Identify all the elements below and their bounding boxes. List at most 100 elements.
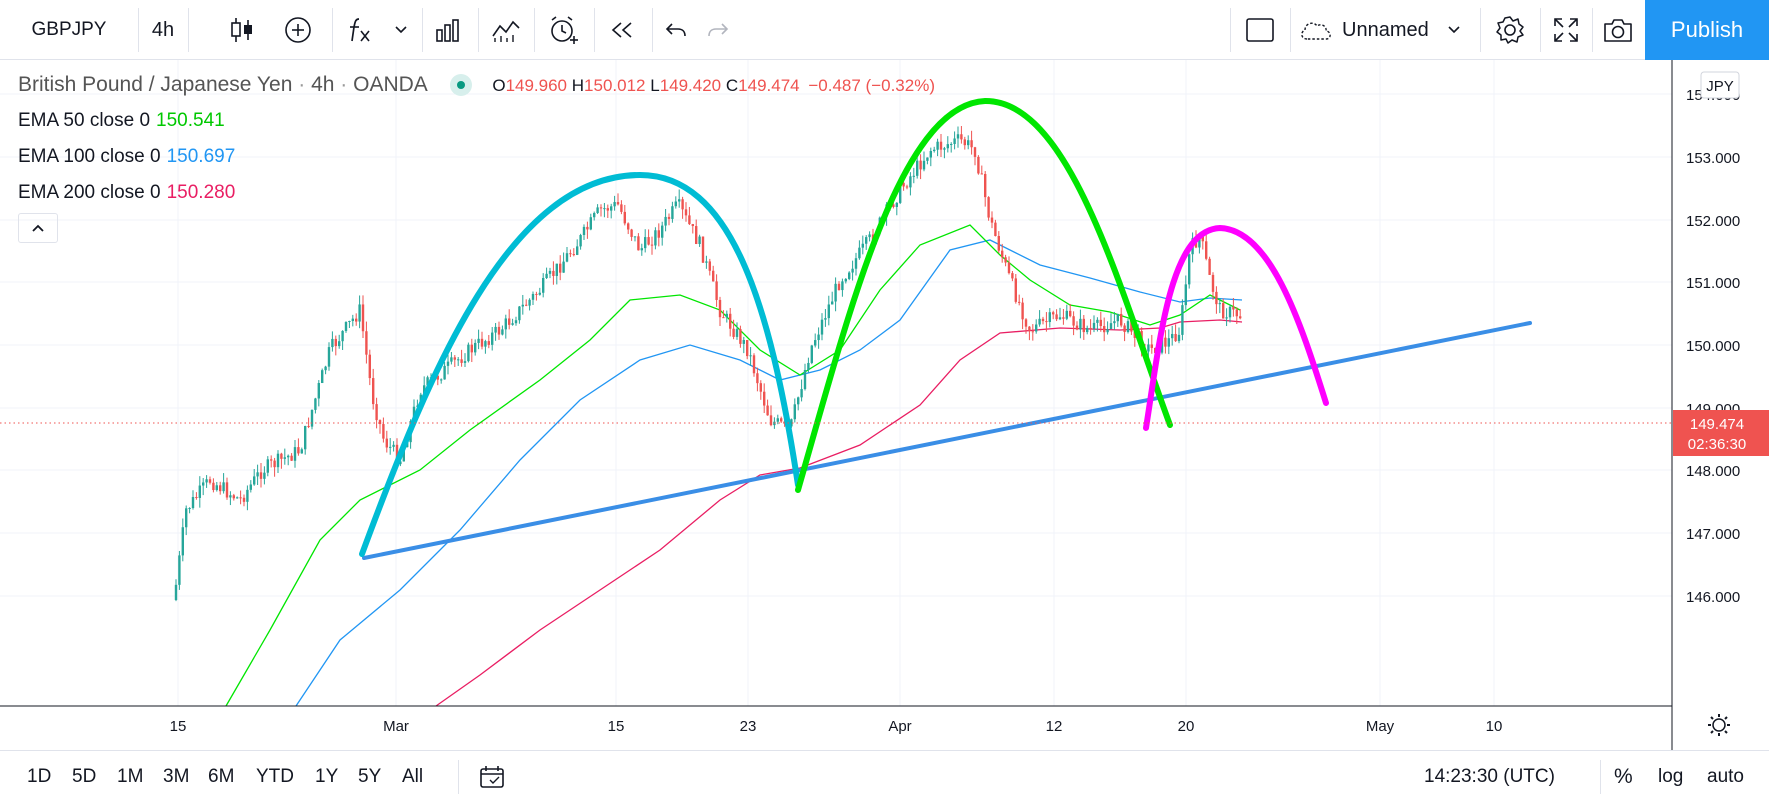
indicator-ema-50[interactable]: EMA 50 close 0 150.541: [18, 110, 225, 132]
price-tick-label: 148.000: [1686, 463, 1740, 480]
redo-button[interactable]: [700, 0, 736, 60]
range-button-5d[interactable]: 5D: [72, 766, 97, 787]
candle-body: [1011, 273, 1014, 279]
candle-body: [722, 317, 725, 319]
indicator-ema-100[interactable]: EMA 100 close 0 150.697: [18, 146, 235, 168]
candle-body: [480, 338, 484, 347]
candle-body: [905, 186, 909, 188]
ema-200-line: [435, 319, 1243, 707]
candle-body: [280, 453, 283, 459]
candle-body: [657, 230, 660, 238]
candle-body: [1052, 312, 1055, 315]
ideas-button[interactable]: [486, 0, 526, 60]
trendline-drawing[interactable]: [362, 321, 1532, 560]
compare-button[interactable]: [278, 0, 318, 60]
replay-icon: [611, 22, 632, 38]
select-layout-button[interactable]: [1238, 0, 1282, 60]
candle-body: [1198, 235, 1201, 248]
legend-dot: ·: [340, 73, 348, 96]
interval-button[interactable]: 4h: [139, 0, 187, 60]
candle-body: [705, 261, 708, 263]
range-button-all[interactable]: All: [402, 766, 424, 787]
percent-toggle[interactable]: %: [1614, 762, 1633, 792]
toolbar-divider: [1540, 8, 1541, 52]
layout-name-button[interactable]: Unnamed: [1298, 0, 1474, 60]
indicator-label: EMA 200 close 0: [18, 182, 161, 203]
candle-body: [378, 420, 382, 425]
candle-body: [1106, 329, 1109, 333]
candle-body: [304, 425, 307, 450]
candle-body: [718, 299, 722, 318]
candle-body: [195, 497, 198, 499]
financials-button[interactable]: [428, 0, 468, 60]
last-price-label: 149.474: [1690, 416, 1744, 433]
indicators-button[interactable]: [340, 0, 380, 60]
candle-body: [355, 318, 358, 322]
range-button-1y[interactable]: 1Y: [315, 766, 339, 787]
candle-body: [746, 339, 749, 357]
candle-body: [198, 485, 201, 498]
candle-body: [868, 234, 871, 238]
candle-body: [344, 321, 348, 331]
undo-button[interactable]: [658, 0, 694, 60]
legend-collapse-button[interactable]: [18, 213, 58, 243]
candle-body: [1218, 303, 1221, 305]
snapshot-button[interactable]: [1592, 0, 1644, 60]
fullscreen-button[interactable]: [1540, 0, 1592, 60]
indicator-ema-200[interactable]: EMA 200 close 0 150.280: [18, 182, 235, 204]
symbol-search-button[interactable]: GBPJPY: [0, 0, 138, 60]
candle-body: [800, 389, 803, 398]
top-toolbar: GBPJPY 4h Unnamed: [0, 0, 1769, 60]
range-button-5y[interactable]: 5Y: [358, 766, 382, 787]
candle-body: [950, 143, 953, 145]
arc-drawing-magenta[interactable]: [1143, 224, 1329, 431]
candle-body: [831, 301, 834, 305]
range-button-3m[interactable]: 3M: [163, 766, 190, 787]
chart-canvas[interactable]: 154.000153.000152.000151.000150.000149.0…: [0, 60, 1769, 750]
candle-body: [453, 357, 456, 360]
alert-button[interactable]: [544, 0, 584, 60]
range-button-1m[interactable]: 1M: [117, 766, 144, 787]
camera-icon: [1604, 19, 1632, 42]
range-button-6m[interactable]: 6M: [208, 766, 235, 787]
candle-body: [436, 375, 439, 380]
publish-button[interactable]: Publish: [1645, 0, 1769, 60]
percent-label: %: [1614, 765, 1633, 788]
market-status-dot[interactable]: [450, 74, 473, 97]
candle-body: [321, 370, 324, 384]
range-button-1d[interactable]: 1D: [27, 766, 52, 787]
chart-settings-button[interactable]: [1708, 714, 1730, 736]
candle-body: [310, 409, 314, 427]
chart-style-button[interactable]: [222, 0, 262, 60]
arc-drawing-green[interactable]: [795, 97, 1173, 493]
auto-toggle[interactable]: auto: [1707, 762, 1744, 792]
candle-body: [185, 508, 188, 528]
candle-body: [1096, 319, 1099, 323]
candle-body: [569, 253, 572, 255]
chevron-down-icon: [395, 26, 407, 34]
candle-body: [1004, 257, 1007, 263]
timezone-button[interactable]: 14:23:30 (UTC): [1424, 762, 1555, 792]
candle-body: [586, 226, 589, 230]
candle-body: [361, 304, 365, 332]
candle-body: [647, 237, 650, 245]
clock-label: 14:23:30 (UTC): [1424, 766, 1555, 787]
log-toggle[interactable]: log: [1658, 762, 1683, 792]
candle-body: [1075, 325, 1079, 330]
toolbar-divider: [332, 8, 333, 52]
symbol-legend: British Pound / Japanese Yen · 4h · OAND…: [18, 73, 935, 97]
arc-drawing-cyan[interactable]: [359, 171, 801, 557]
user-drawings[interactable]: [359, 97, 1532, 560]
range-button-ytd[interactable]: YTD: [256, 766, 294, 787]
candle-body: [508, 318, 511, 325]
candle-body: [525, 304, 528, 306]
indicators-dropdown[interactable]: [388, 0, 414, 60]
candle-body: [1089, 327, 1092, 329]
candle-body: [1239, 316, 1242, 319]
settings-button[interactable]: [1480, 0, 1540, 60]
replay-button[interactable]: [602, 0, 642, 60]
candle-body: [236, 497, 239, 499]
goto-date-button[interactable]: [478, 762, 506, 792]
candle-body: [440, 379, 443, 381]
candle-body: [348, 320, 351, 322]
